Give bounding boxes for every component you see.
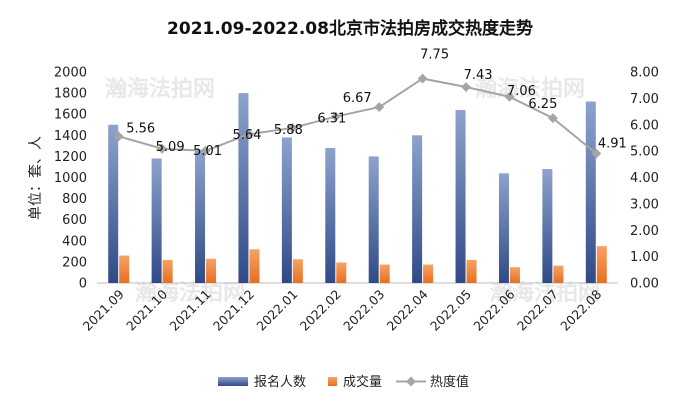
bar-deals: [249, 249, 260, 283]
bar-signups: [325, 147, 336, 283]
heat-value-label: 7.75: [420, 48, 449, 63]
watermark-text-3: 瀚海法拍网: [490, 280, 600, 306]
bar-deals: [162, 259, 173, 283]
heat-value-label: 6.67: [343, 91, 372, 106]
x-tick-label: 2022.01: [253, 287, 300, 334]
heat-point: [113, 131, 124, 142]
heat-value-label: 5.64: [232, 128, 261, 143]
legend-marker-heat: [406, 376, 416, 387]
heat-value-label: 6.25: [528, 97, 557, 112]
x-tick-label: 2022.03: [340, 287, 387, 334]
left-tick-label: 600: [62, 213, 87, 228]
bar-deals: [423, 264, 434, 283]
right-tick-label: 5.00: [630, 145, 659, 160]
bar-deals: [596, 246, 607, 283]
left-tick-label: 1200: [54, 150, 87, 165]
x-tick-label: 2022.02: [297, 287, 344, 334]
heat-value-label: 5.01: [193, 144, 222, 159]
bar-deals: [119, 255, 130, 283]
heat-line: [118, 77, 597, 155]
legend-swatch-signups: [218, 377, 248, 386]
bar-deals: [336, 262, 347, 283]
right-tick-label: 0.00: [630, 277, 659, 292]
legend-swatch-deals: [328, 377, 337, 386]
bar-signups: [151, 158, 162, 283]
bar-signups: [412, 135, 423, 283]
bar-signups: [455, 109, 466, 283]
heat-value-label: 7.43: [464, 68, 493, 83]
x-tick-label: 2022.05: [427, 287, 474, 334]
legend-label-signups: 报名人数: [254, 374, 306, 390]
heat-value-label: 4.91: [598, 136, 627, 151]
left-tick-label: 2000: [54, 66, 87, 81]
right-axis-ticks: 0.00 1.00 2.00 3.00 4.00 5.00 6.00 7.00 8.00: [630, 66, 659, 292]
heat-value-label: 5.88: [274, 123, 303, 138]
bar-deals: [379, 264, 390, 283]
right-tick-label: 3.00: [630, 197, 659, 212]
x-tick-label: 2022.04: [384, 286, 431, 333]
heat-value-label: 7.06: [507, 84, 536, 99]
heat-value-label: 6.31: [317, 112, 346, 127]
bar-signups: [281, 137, 292, 283]
bars-group: [108, 93, 607, 283]
bar-deals: [553, 265, 564, 283]
left-tick-label: 200: [62, 255, 87, 270]
right-tick-label: 4.00: [630, 171, 659, 186]
right-tick-label: 2.00: [630, 224, 659, 239]
bar-signups: [195, 150, 206, 283]
heat-value-label: 5.09: [156, 140, 185, 155]
left-tick-label: 400: [62, 234, 87, 249]
data-labels-group: 5.565.09 5.01 5.64 5.88 6.31 6.67 7.75 7.43 7.06…: [126, 48, 627, 159]
left-tick-label: 1400: [54, 129, 87, 144]
x-tick-label: 2021.09: [80, 286, 127, 333]
bar-deals: [292, 259, 303, 283]
left-tick-label: 1600: [54, 108, 87, 123]
heat-point: [157, 143, 168, 154]
bar-deals: [509, 267, 520, 283]
watermark-text-2: 瀚海法拍网: [135, 280, 245, 306]
line-series-group: [113, 73, 602, 159]
heat-point: [591, 148, 602, 159]
bar-deals: [206, 258, 217, 283]
left-axis-ticks: 0 200 400 600 800 1000 1200 1400 1600 1800 2000: [54, 66, 87, 292]
left-tick-label: 1000: [54, 171, 87, 186]
right-tick-label: 8.00: [630, 66, 659, 81]
left-tick-label: 1800: [54, 87, 87, 102]
legend-label-heat: 热度值: [430, 374, 469, 390]
bar-signups: [238, 93, 249, 283]
heat-point: [200, 145, 211, 156]
bar-signups: [108, 124, 119, 283]
heat-point: [461, 82, 471, 92]
heat-point: [547, 113, 558, 124]
left-tick-label: 0: [79, 277, 87, 292]
legend-label-deals: 成交量: [343, 374, 382, 390]
bar-signups: [498, 173, 509, 283]
legend: 报名人数 成交量 热度值: [218, 374, 469, 390]
watermark-text-0: 瀚海法拍网: [105, 76, 215, 102]
bar-signups: [585, 101, 596, 283]
bar-deals: [466, 259, 477, 283]
right-tick-label: 6.00: [630, 118, 659, 133]
right-tick-label: 7.00: [630, 92, 659, 107]
y-axis-label: 单位：套、人: [28, 136, 44, 220]
chart-title: 2021.09-2022.08北京市法拍房成交热度走势: [167, 18, 533, 39]
watermark-text-1: 瀚海法拍网: [475, 76, 585, 102]
bar-signups: [368, 156, 379, 283]
heat-point: [244, 129, 254, 140]
left-tick-label: 800: [62, 192, 87, 207]
right-tick-label: 1.00: [630, 250, 659, 265]
bar-signups: [542, 169, 553, 283]
heat-value-label: 5.56: [126, 121, 155, 136]
